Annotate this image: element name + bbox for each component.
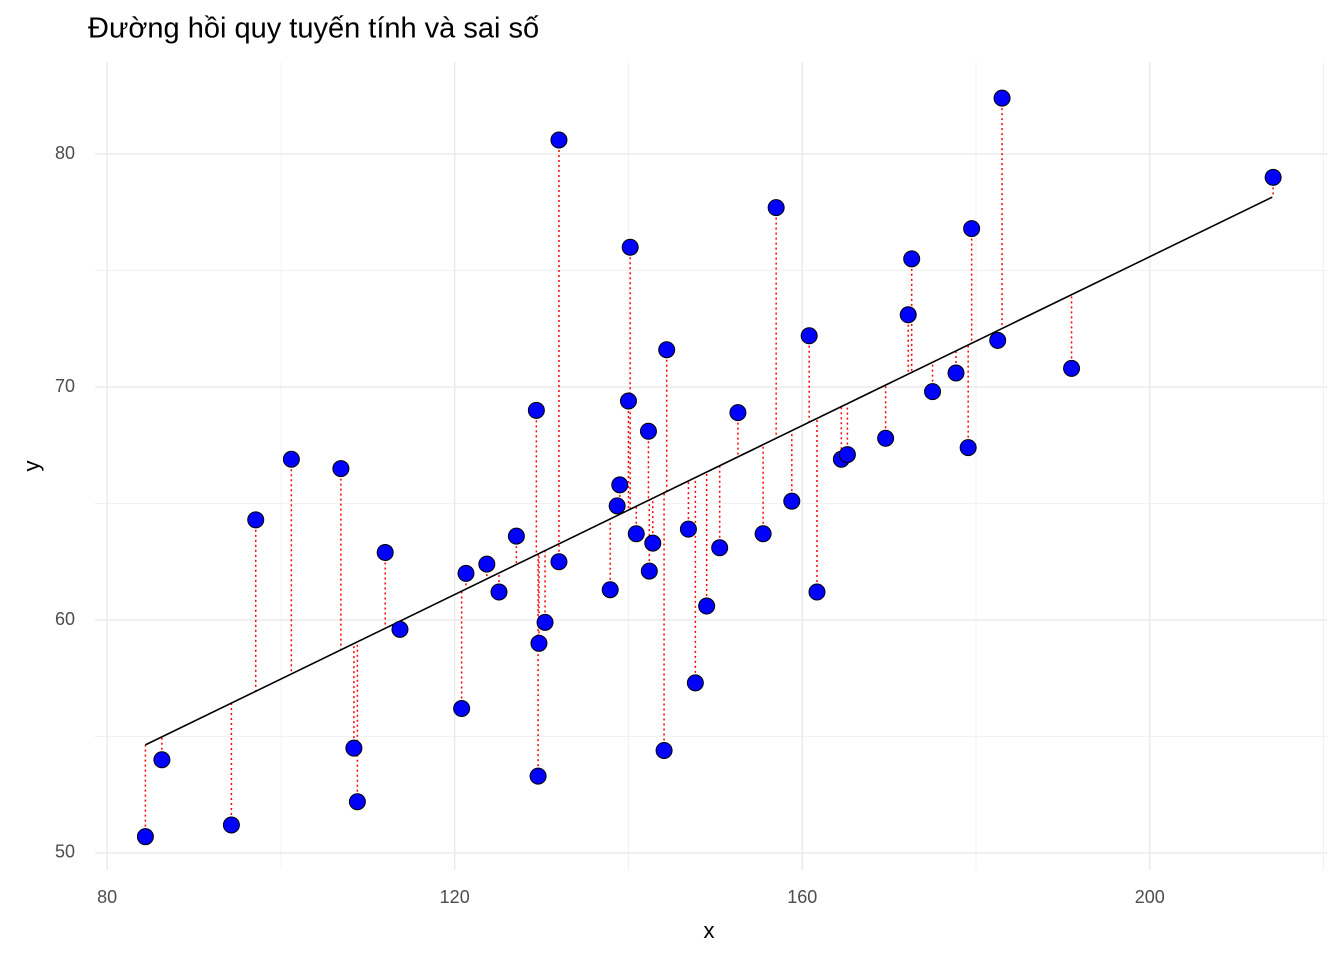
point — [924, 383, 942, 401]
x-tick-label: 160 — [787, 887, 817, 907]
point — [478, 555, 496, 573]
point — [332, 460, 350, 478]
point — [679, 520, 697, 538]
point — [457, 564, 475, 582]
point — [282, 450, 300, 468]
y-axis-title: y — [19, 461, 44, 472]
point — [550, 131, 568, 149]
point — [729, 404, 747, 422]
point — [136, 828, 154, 846]
point — [947, 364, 965, 382]
point — [639, 422, 657, 440]
point — [838, 446, 856, 464]
point — [247, 511, 265, 529]
point — [529, 767, 547, 785]
x-tick-label: 120 — [440, 887, 470, 907]
point — [550, 553, 568, 571]
point — [376, 543, 394, 561]
point — [644, 534, 662, 552]
point — [686, 674, 704, 692]
point — [877, 429, 895, 447]
chart-title: Đường hồi quy tuyến tính và sai số — [88, 13, 539, 45]
point — [348, 793, 366, 811]
point — [621, 238, 639, 256]
point — [527, 401, 545, 419]
x-tick-label: 80 — [97, 887, 117, 907]
point — [530, 634, 548, 652]
point — [345, 739, 363, 757]
point — [608, 497, 626, 515]
point — [627, 525, 645, 543]
point — [959, 439, 977, 457]
point — [490, 583, 508, 601]
point — [711, 539, 729, 557]
point — [903, 250, 921, 268]
x-axis-title: x — [704, 918, 715, 943]
point — [783, 492, 801, 510]
point — [655, 741, 673, 759]
point — [601, 581, 619, 599]
point — [619, 392, 637, 410]
point — [754, 525, 772, 543]
y-tick-label: 70 — [55, 376, 75, 396]
point — [507, 527, 525, 545]
point — [808, 583, 826, 601]
point — [453, 700, 471, 718]
point — [658, 341, 676, 359]
point — [391, 620, 409, 638]
y-tick-label: 50 — [55, 842, 75, 862]
point — [963, 220, 981, 238]
point — [1264, 168, 1282, 186]
point — [611, 476, 629, 494]
point — [993, 89, 1011, 107]
regression-line — [145, 196, 1273, 746]
point — [1063, 359, 1081, 377]
point — [536, 613, 554, 631]
point — [640, 562, 658, 580]
x-tick-label: 200 — [1135, 887, 1165, 907]
point — [698, 597, 716, 615]
point — [800, 327, 818, 345]
point — [222, 816, 240, 834]
y-tick-label: 60 — [55, 609, 75, 629]
point — [153, 751, 171, 769]
point — [767, 199, 785, 217]
point — [899, 306, 917, 324]
point — [989, 331, 1007, 349]
y-tick-label: 80 — [55, 143, 75, 163]
